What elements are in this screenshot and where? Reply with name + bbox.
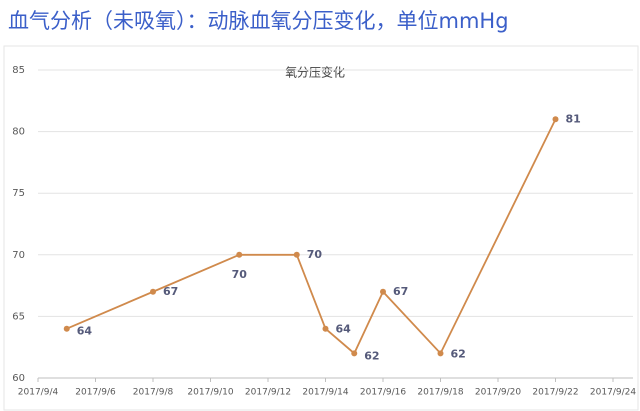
chart-title: 血气分析（未吸氧）：动脉血氧分压变化，单位mmHg <box>8 9 509 33</box>
x-tick-label: 2017/9/24 <box>590 388 636 398</box>
x-tick-label: 2017/9/20 <box>475 388 521 398</box>
value-label: 81 <box>566 112 581 125</box>
value-label: 67 <box>393 285 408 298</box>
x-tick-label: 2017/9/18 <box>417 388 463 398</box>
y-tick-label: 75 <box>12 188 25 199</box>
y-tick-label: 85 <box>12 65 25 76</box>
x-tick-label: 2017/9/14 <box>302 388 348 398</box>
point <box>236 251 243 258</box>
point <box>437 350 444 357</box>
x-tick-label: 2017/9/16 <box>360 388 406 398</box>
chart-subtitle: 氧分压变化 <box>285 65 345 80</box>
x-tick-label: 2017/9/6 <box>75 388 116 398</box>
value-label: 62 <box>451 347 466 360</box>
y-tick-label: 80 <box>12 127 25 138</box>
point <box>150 288 156 295</box>
point <box>380 288 386 295</box>
value-label: 64 <box>77 325 93 338</box>
point <box>351 350 358 357</box>
x-tick-label: 2017/9/22 <box>532 388 578 398</box>
y-tick-label: 70 <box>12 250 25 261</box>
x-tick-label: 2017/9/4 <box>18 388 59 398</box>
point <box>552 116 559 123</box>
value-label: 62 <box>364 349 379 362</box>
point <box>322 325 329 332</box>
x-tick-label: 2017/9/12 <box>245 388 291 398</box>
x-tick-label: 2017/9/8 <box>133 388 174 398</box>
value-label: 64 <box>336 323 352 336</box>
chart-frame <box>3 45 639 411</box>
value-label: 70 <box>232 268 248 281</box>
y-tick-label: 65 <box>12 311 25 322</box>
point <box>63 325 70 332</box>
line <box>66 118 557 355</box>
y-tick-label: 60 <box>12 373 25 384</box>
point <box>293 251 300 258</box>
x-tick-label: 2017/9/10 <box>187 388 233 398</box>
value-label: 70 <box>307 248 323 261</box>
value-label: 67 <box>163 285 178 298</box>
